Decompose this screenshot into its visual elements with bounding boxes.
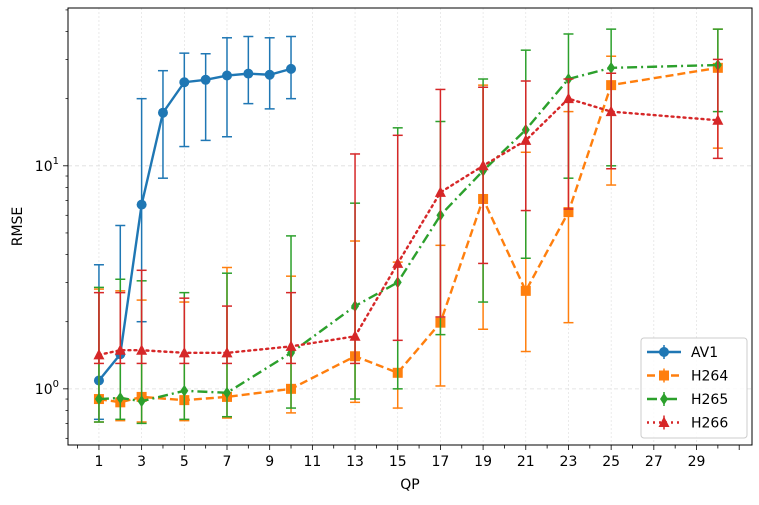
data-point [712,114,724,125]
x-tick-label: 29 [688,454,706,470]
series-line [98,67,292,382]
legend-item: H265 [647,392,728,408]
legend-box [640,337,748,439]
legend-item: AV1 [647,345,718,361]
data-point [392,257,404,268]
data-point [285,340,297,351]
legend-marker [660,393,668,405]
data-point [116,391,125,404]
x-tick-label: 23 [560,454,578,470]
legend-label: H266 [691,416,728,432]
x-tick-label: 15 [389,454,407,470]
x-tick-label: 27 [645,454,663,470]
data-point [605,105,617,117]
legend-marker [659,370,669,381]
x-tick-label: 3 [137,454,146,470]
series-h265 [93,28,723,425]
series-h266 [93,58,724,365]
x-tick-label: 1 [94,454,103,470]
x-tick-label: 7 [223,454,232,470]
y-axis-label: RMSE [10,207,26,247]
data-point [286,63,297,74]
data-point [136,344,148,355]
series-line [98,66,719,404]
data-point [562,92,574,104]
x-axis-label: QP [400,477,419,493]
data-point [137,395,146,408]
data-point [434,186,446,197]
x-tick-label: 13 [346,454,364,470]
data-point [520,285,531,296]
data-point [136,199,147,210]
legend-label: AV1 [691,345,718,361]
data-point [349,330,361,341]
data-point [200,74,211,85]
series-line [98,63,718,403]
data-point [221,346,233,358]
data-point [180,384,189,397]
data-point [563,207,574,218]
x-tick-label: 19 [474,454,492,470]
data-point [520,134,532,145]
x-tick-label: 17 [431,454,449,470]
data-point [222,386,231,399]
x-tick-label: 25 [602,454,620,470]
data-point [221,70,232,81]
legend-marker [659,347,669,357]
legend-label: H265 [691,392,728,408]
legend: AV1 H264 H265 H266 [640,337,748,439]
data-point [179,77,190,88]
y-tick-label: 101 [35,156,59,175]
legend-item: H264 [647,368,728,385]
data-point [178,346,190,358]
y-tick-label: 100 [35,379,59,398]
data-point [93,348,105,360]
data-point [114,344,126,355]
legend-label: H264 [691,369,728,385]
x-tick-label: 9 [265,454,274,470]
x-tick-label: 21 [517,454,535,470]
x-tick-label: 5 [180,454,189,470]
x-tick-label: 11 [303,454,321,470]
data-point [243,68,254,79]
plot-frame [67,7,753,446]
data-point [157,107,168,118]
series-av1 [93,35,297,421]
legend-marker [658,416,670,427]
data-point [607,61,616,74]
data-point [477,159,489,171]
series-line [97,97,720,357]
data-point [94,393,103,406]
legend-item: H266 [647,415,728,432]
data-point [264,69,275,80]
